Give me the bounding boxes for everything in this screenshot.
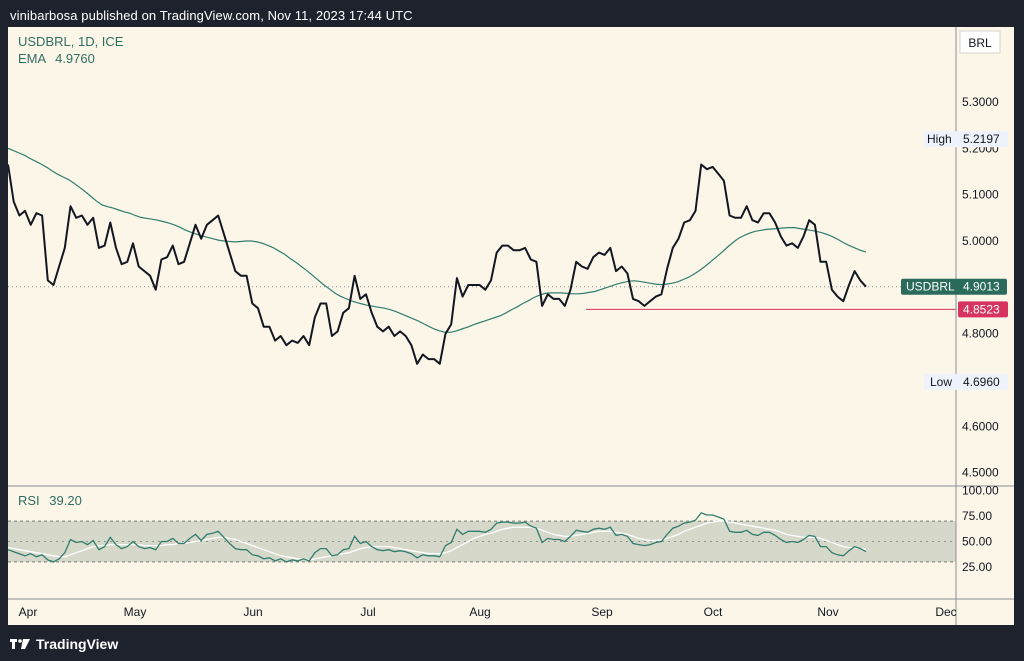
time-tick-label: Nov [817,605,838,619]
time-tick-label: Apr [19,605,38,619]
axes: BRL5.30005.20005.10005.00004.90004.80004… [8,27,1014,625]
rsi-label: RSI 39.20 [18,493,82,508]
footer: TradingView [10,634,118,654]
chart-title: USDBRL, 1D, ICE [18,34,124,49]
time-tick-label: Sep [591,605,613,619]
chart-canvas[interactable]: USDBRL, 1D, ICE EMA 4.9760 RSI 39.20 BRL… [8,27,1014,625]
low-label-bg [924,373,962,390]
ema-label-value: 4.9760 [55,51,95,66]
high-value-bg [960,131,1008,148]
rsi-label-name: RSI [18,493,40,508]
brand-name: TradingView [36,636,119,652]
rsi-tick-label: 25.00 [962,560,992,574]
price-tick-label: 5.3000 [962,95,999,109]
price-tick-label: 4.5000 [962,466,999,480]
level-value: 4.8523 [963,302,1000,316]
low-value: 4.6960 [963,375,1000,389]
level-badge [958,301,1008,318]
last-price-symbol: USDBRL [906,280,955,294]
rsi-tick-label: 100.00 [962,484,999,498]
rsi-label-value: 39.20 [49,493,82,508]
ema-line [8,147,867,333]
low-value-bg [960,373,1008,390]
time-tick-label: Oct [704,605,723,619]
high-label-bg [924,131,962,148]
time-tick-label: Aug [469,605,490,619]
currency-label: BRL [968,36,992,50]
price-line [8,163,867,365]
high-label: High [927,132,952,146]
currency-box [959,30,1001,54]
price-pane[interactable]: USDBRL, 1D, ICE EMA 4.9760 [8,34,956,365]
price-tick-label: 5.0000 [962,234,999,248]
tradingview-logo-icon [10,639,30,649]
publish-info: vinibarbosa published on TradingView.com… [10,8,413,23]
low-label: Low [930,375,952,389]
last-price-value: 4.9013 [963,280,1000,294]
rsi-tick-label: 50.00 [962,535,992,549]
rsi-line [8,512,867,563]
ema-label-name: EMA [18,51,47,66]
time-tick-label: Dec [935,605,956,619]
price-tick-label: 4.6000 [962,419,999,433]
price-tick-label: 5.1000 [962,188,999,202]
last-price-badge [901,278,1007,295]
high-value: 5.2197 [963,132,1000,146]
rsi-pane[interactable]: RSI 39.20 [8,493,956,563]
rsi-tick-label: 75.00 [962,509,992,523]
time-tick-label: May [124,605,147,619]
time-tick-label: Jul [360,605,375,619]
rsi-ma-line [8,520,867,561]
time-tick-label: Jun [243,605,262,619]
ema-label: EMA 4.9760 [18,51,95,66]
chart-frame: USDBRL, 1D, ICE EMA 4.9760 RSI 39.20 BRL… [8,27,1014,625]
price-tick-label: 4.8000 [962,327,999,341]
